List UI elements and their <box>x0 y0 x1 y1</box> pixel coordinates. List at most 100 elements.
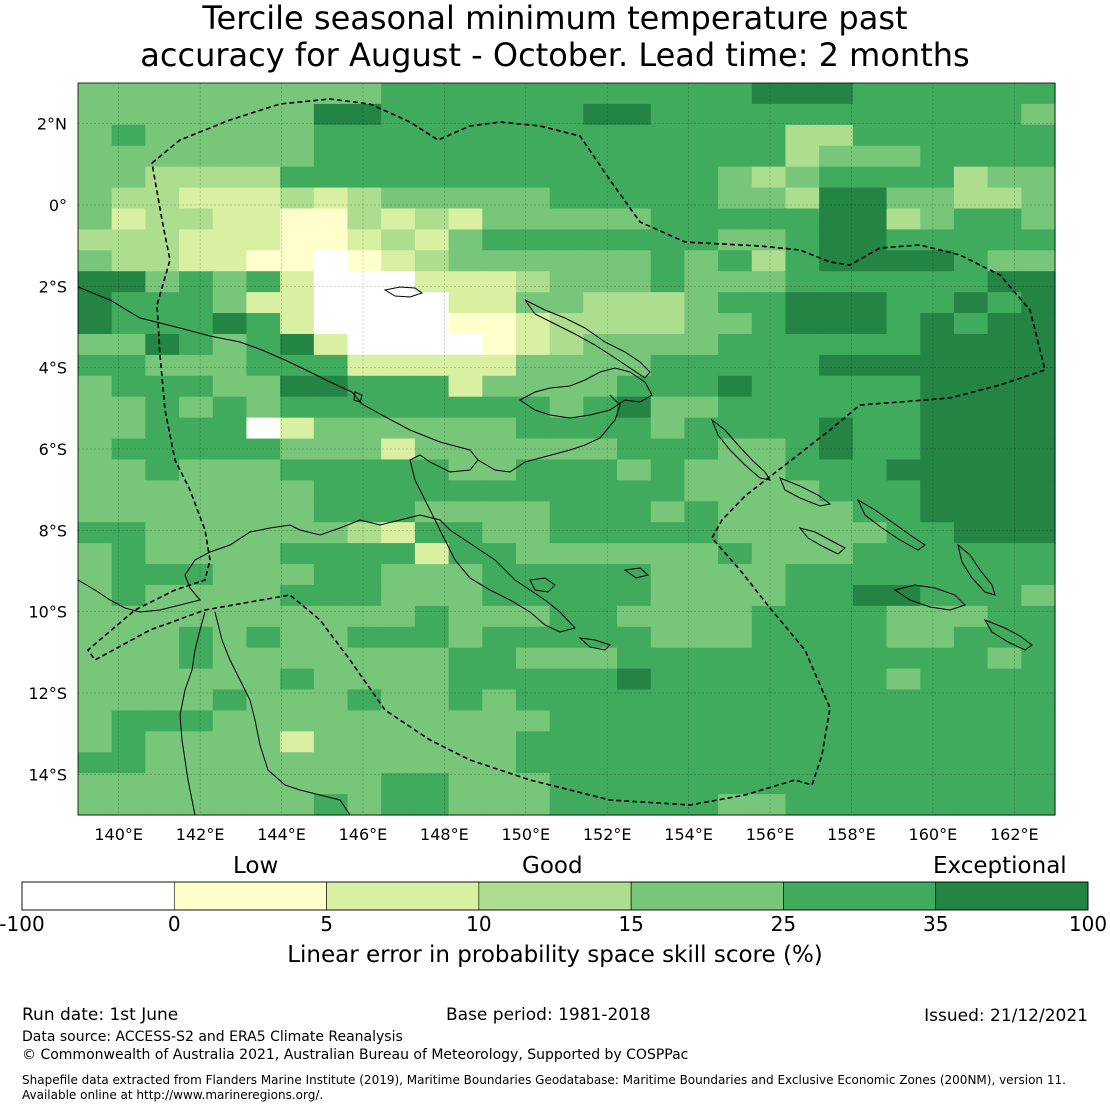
grid-cell <box>953 480 989 502</box>
grid-cell <box>650 313 686 335</box>
grid-cell <box>515 271 551 293</box>
grid-cell <box>953 83 989 105</box>
grid-cell <box>515 752 551 774</box>
grid-cell <box>1021 417 1056 440</box>
grid-cell <box>482 773 517 795</box>
grid-cell <box>718 605 753 628</box>
grid-cell <box>145 354 180 377</box>
grid-cell <box>819 166 854 189</box>
grid-cell <box>280 731 315 753</box>
grid-cell <box>515 668 551 691</box>
grid-cell <box>987 731 1022 753</box>
grid-cell <box>886 271 921 293</box>
grid-cell <box>617 187 652 210</box>
eez-boundary <box>86 98 1046 806</box>
grid-cell <box>852 166 888 189</box>
grid-cell <box>280 124 315 147</box>
latitude-tick: 2°N <box>37 115 67 134</box>
grid-cell <box>684 396 719 419</box>
grid-cell <box>111 647 146 670</box>
grid-cell <box>280 752 315 774</box>
grid-cell <box>179 229 214 251</box>
grid-cell <box>718 731 753 753</box>
grid-cell <box>246 689 281 712</box>
grid-cell <box>718 438 753 461</box>
grid-cell <box>78 166 113 189</box>
grid-cell <box>549 229 584 251</box>
run-date: Run date: 1st June <box>22 1005 179 1025</box>
grid-cell <box>1021 522 1056 544</box>
grid-cell <box>684 292 719 314</box>
grid-cell <box>617 689 652 712</box>
grid-cell <box>684 145 719 168</box>
coast-dentrecasteaux <box>529 577 556 593</box>
grid-cell <box>78 543 113 565</box>
grid-cell <box>1021 626 1056 649</box>
grid-cell <box>78 208 113 230</box>
grid-cell <box>381 187 416 210</box>
grid-cell <box>313 103 349 126</box>
grid-cell <box>78 292 113 314</box>
grid-cell <box>280 605 315 628</box>
grid-cell <box>145 124 180 147</box>
latitude-tick: 10°S <box>28 603 67 622</box>
grid-cell <box>347 438 382 461</box>
grid-cell <box>751 313 787 335</box>
grid-cell <box>381 564 416 586</box>
grid-cell <box>78 103 113 126</box>
grid-cell <box>1021 543 1056 565</box>
grid-cell <box>785 689 820 712</box>
grid-cell <box>751 166 787 189</box>
grid-cell <box>179 417 214 440</box>
grid-cell <box>617 396 652 419</box>
grid-cell <box>313 501 349 523</box>
grid-cell <box>482 250 517 272</box>
grid-cell <box>179 480 214 502</box>
grid-cell <box>953 396 989 419</box>
grid-cell <box>515 584 551 607</box>
grid-cell <box>246 333 281 356</box>
grid-cell <box>280 166 315 189</box>
grid-cell <box>280 417 315 440</box>
grid-cell <box>482 396 517 419</box>
grid-cell <box>819 459 854 481</box>
grid-cell <box>583 271 618 293</box>
grid-cell <box>448 605 483 628</box>
grid-cell <box>111 396 146 419</box>
grid-cell <box>313 292 349 314</box>
coast-malaita <box>957 543 996 596</box>
grid-cell <box>650 647 686 670</box>
grid-cell <box>448 731 483 753</box>
grid-cell <box>515 501 551 523</box>
grid-cell <box>515 124 551 147</box>
grid-cell <box>313 584 349 607</box>
grid-cell <box>886 605 921 628</box>
grid-cell <box>583 647 618 670</box>
grid-cell <box>819 794 854 816</box>
grid-cell <box>145 794 180 816</box>
grid-cell <box>684 250 719 272</box>
grid-cell <box>718 668 753 691</box>
grid-cell <box>313 375 349 398</box>
grid-cell <box>515 459 551 481</box>
grid-cell <box>886 103 921 126</box>
grid-cell <box>549 292 584 314</box>
grid-cell <box>347 333 382 356</box>
longitude-tick: 150°E <box>501 825 550 844</box>
grid-cell <box>751 564 787 586</box>
grid-cell <box>280 83 315 105</box>
grid-cell <box>414 731 450 753</box>
grid-cell <box>414 229 450 251</box>
grid-cell <box>583 605 618 628</box>
grid-cell <box>650 375 686 398</box>
grid-cell <box>1021 145 1056 168</box>
grid-cell <box>886 731 921 753</box>
grid-cell <box>448 292 483 314</box>
grid-cell <box>414 250 450 272</box>
grid-cell <box>583 584 618 607</box>
grid-cell <box>987 773 1022 795</box>
grid-cell <box>617 731 652 753</box>
grid-cell <box>650 396 686 419</box>
grid-cell <box>684 501 719 523</box>
grid-cell <box>953 731 989 753</box>
